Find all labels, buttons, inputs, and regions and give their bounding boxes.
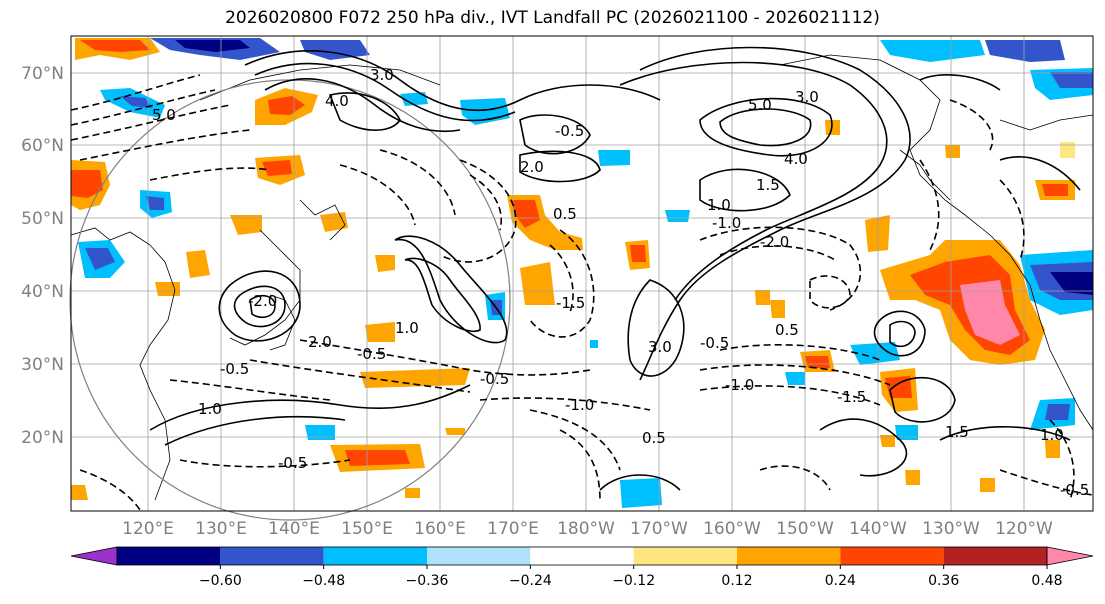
contour-label: 4.0 xyxy=(325,92,349,110)
lon-label: 150°E xyxy=(341,519,393,539)
lon-label: 180°W xyxy=(557,519,615,539)
map-title: 2026020800 F072 250 hPa div., IVT Landfa… xyxy=(225,8,880,28)
contour-label: 1.0 xyxy=(395,319,419,337)
lat-label: 50°N xyxy=(21,209,64,229)
contour-label: -1.0 xyxy=(725,376,754,394)
contour-label: 1.0 xyxy=(1040,426,1064,444)
lat-label: 30°N xyxy=(21,355,64,375)
contour-label: -0.5 xyxy=(555,122,584,140)
lon-label: 130°E xyxy=(195,519,247,539)
contour-label: 3.0 xyxy=(370,66,394,84)
colorbar-tick-label: −0.24 xyxy=(509,573,552,589)
lon-label: 160°E xyxy=(414,519,466,539)
colorbar-tick-label: −0.48 xyxy=(302,573,345,589)
map-plot-area: 5.0 3.0 4.0 -0.5 2.0 1.5 -1.0 1.0 -2.0 0… xyxy=(69,35,1094,521)
contour-label: 0.5 xyxy=(642,429,666,447)
contour-label: -1.0 xyxy=(565,396,594,414)
contour-label: -1.5 xyxy=(837,388,866,406)
lon-label: 170°E xyxy=(487,519,539,539)
contour-label: 5.0 xyxy=(152,106,176,124)
divergence-contours xyxy=(70,46,1094,511)
colorbar-extend-low xyxy=(70,546,118,566)
contour-label: 0.5 xyxy=(553,205,577,223)
colorbar-outline xyxy=(116,546,1048,566)
contour-label: 2.0 xyxy=(520,158,544,176)
lon-label: 150°W xyxy=(776,519,834,539)
contour-label: 5.0 xyxy=(748,96,772,114)
lon-label: 160°W xyxy=(703,519,761,539)
colorbar-swatch xyxy=(840,547,944,565)
contour-label: -0.5 xyxy=(1060,481,1089,499)
contour-label: -0.5 xyxy=(700,334,729,352)
colorbar-tick-label: 0.12 xyxy=(721,573,752,589)
contour-label: 3.0 xyxy=(648,338,672,356)
colorbar-ticks: −0.60 −0.48 −0.36 −0.24 −0.12 0.12 0.24 0.36 0.4… xyxy=(199,565,1063,589)
colorbar-swatch xyxy=(737,547,841,565)
colorbar-tick-label: −0.60 xyxy=(199,573,242,589)
contour-label: -0.5 xyxy=(220,360,249,378)
contour-label: 1.0 xyxy=(707,196,731,214)
contour-label: 1.5 xyxy=(756,176,780,194)
contour-label: -1.0 xyxy=(712,214,741,232)
contour-label: 0.5 xyxy=(775,321,799,339)
latitude-axis: 70°N 60°N 50°N 40°N 30°N 20°N xyxy=(21,64,64,448)
contour-labels: 5.0 3.0 4.0 -0.5 2.0 1.5 -1.0 1.0 -2.0 0… xyxy=(152,66,1089,499)
coastlines xyxy=(70,54,1094,501)
contour-label: -1.5 xyxy=(556,294,585,312)
contour-label: -0.5 xyxy=(480,370,509,388)
lat-label: 20°N xyxy=(21,428,64,448)
contour-label: 2.0 xyxy=(308,333,332,351)
lon-label: 120°E xyxy=(122,519,174,539)
contour-label: -2.0 xyxy=(760,233,789,251)
colorbar-swatch xyxy=(427,547,531,565)
colorbar-tick-label: −0.12 xyxy=(612,573,655,589)
lon-label: 140°W xyxy=(849,519,907,539)
colorbar-swatch xyxy=(220,547,324,565)
colorbar-swatches xyxy=(70,546,1094,566)
colorbar-swatch xyxy=(117,547,221,565)
lon-label: 130°W xyxy=(922,519,980,539)
lon-label: 140°E xyxy=(268,519,320,539)
lat-label: 40°N xyxy=(21,282,64,302)
contour-label: 4.0 xyxy=(784,150,808,168)
colorbar-extend-high xyxy=(1046,546,1094,566)
contour-label: 1.5 xyxy=(945,423,969,441)
colorbar-tick-label: 0.24 xyxy=(825,573,856,589)
colorbar-swatch xyxy=(633,547,737,565)
colorbar-swatch xyxy=(943,547,1047,565)
colorbar-tick-label: 0.48 xyxy=(1031,573,1062,589)
ivt-shading-layer xyxy=(71,38,1093,508)
contour-label: 3.0 xyxy=(795,88,819,106)
colorbar-swatch xyxy=(323,547,427,565)
lon-label: 120°W xyxy=(995,519,1053,539)
colorbar: −0.60 −0.48 −0.36 −0.24 −0.12 0.12 0.24 0.36 0.4… xyxy=(70,546,1094,589)
colorbar-tick-label: −0.36 xyxy=(406,573,449,589)
lat-label: 70°N xyxy=(21,64,64,84)
lat-label: 60°N xyxy=(21,136,64,156)
lon-label: 170°W xyxy=(630,519,688,539)
contour-label: -0.5 xyxy=(357,345,386,363)
colorbar-tick-label: 0.36 xyxy=(928,573,959,589)
longitude-axis: 120°E 130°E 140°E 150°E 160°E 170°E 180°… xyxy=(122,519,1053,539)
colorbar-swatch xyxy=(530,547,634,565)
contour-label: 1.0 xyxy=(198,400,222,418)
contour-label: -2.0 xyxy=(248,292,277,310)
contour-label: -0.5 xyxy=(278,454,307,472)
